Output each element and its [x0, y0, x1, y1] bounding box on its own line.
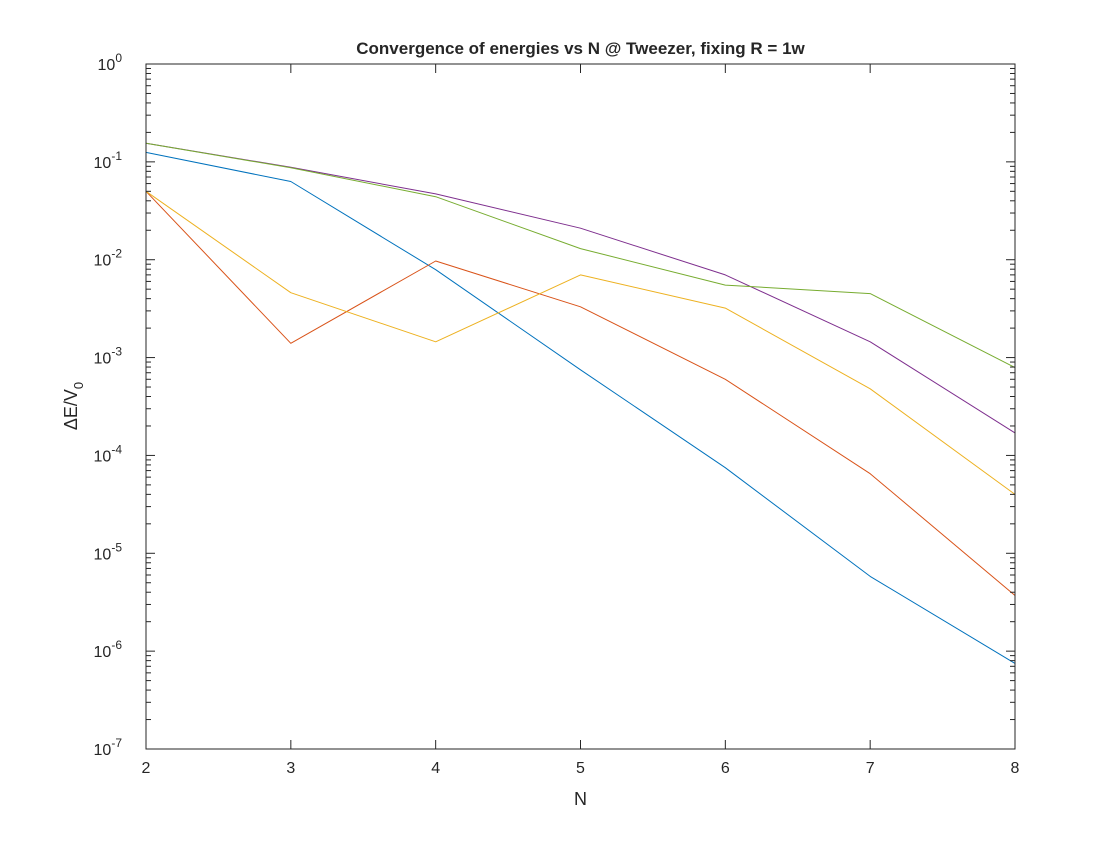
- y-tick-label--3: 10-3: [94, 345, 123, 368]
- x-tick-label-7: 7: [866, 760, 875, 777]
- labels-layer: 2 3 4 5 6 7 8 10-7 10-6 10-5 10-4 10-3 10-2 10-1 100: [94, 51, 1020, 777]
- x-tick-label-3: 3: [286, 760, 295, 777]
- y-axis-label-subscript: 0: [71, 382, 86, 389]
- y-tick-label--1: 10-1: [94, 149, 123, 172]
- x-tick-label-6: 6: [721, 760, 730, 777]
- y-tick-label--4: 10-4: [94, 442, 123, 465]
- y-tick-label-0: 100: [98, 51, 123, 74]
- series-line-5: [145, 142, 1016, 369]
- x-tick-label-4: 4: [431, 760, 440, 777]
- x-tick-label-2: 2: [142, 760, 151, 777]
- y-tick-label--7: 10-7: [94, 736, 123, 759]
- series-line-2: [145, 190, 1016, 596]
- x-tick-label-8: 8: [1011, 760, 1020, 777]
- series-line-3: [145, 190, 1016, 495]
- y-tick-label--5: 10-5: [94, 540, 123, 563]
- y-tick-label--2: 10-2: [94, 247, 123, 270]
- plot-area: [146, 64, 1015, 749]
- series-line-1: [145, 151, 1016, 664]
- x-tick-label-5: 5: [576, 760, 585, 777]
- chart-title: Convergence of energies vs N @ Tweezer, …: [356, 39, 805, 58]
- y-axis-label-base: ΔE/V: [61, 389, 81, 430]
- y-tick-label--6: 10-6: [94, 638, 123, 661]
- x-axis-label: N: [574, 789, 587, 809]
- y-axis-label: ΔE/V0: [61, 382, 86, 430]
- series-layer: [145, 142, 1016, 664]
- axes-box: [145, 63, 1016, 750]
